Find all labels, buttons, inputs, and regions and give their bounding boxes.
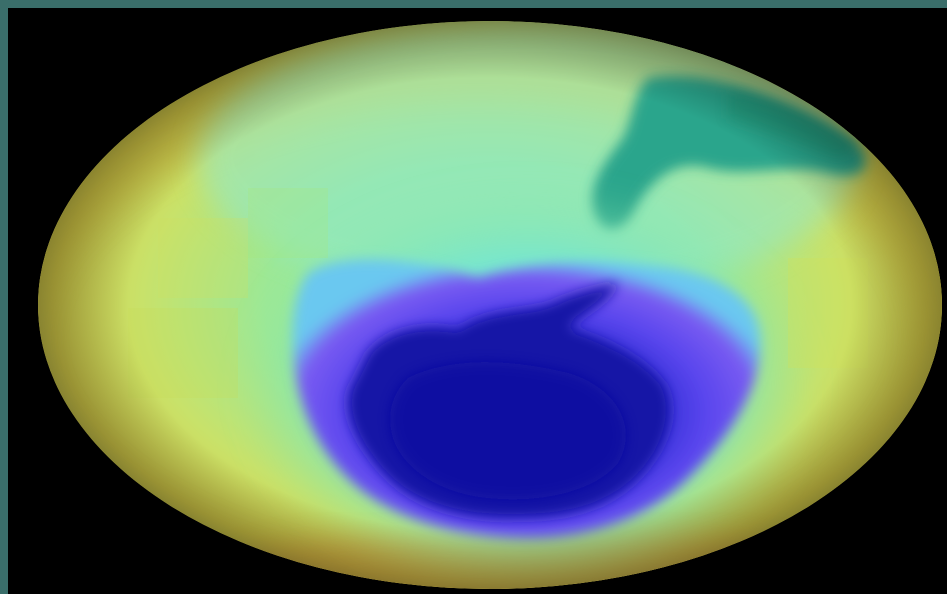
globe-edge-shade [38,21,942,589]
ozone-globe-image [38,21,942,589]
image-viewport [8,8,947,594]
